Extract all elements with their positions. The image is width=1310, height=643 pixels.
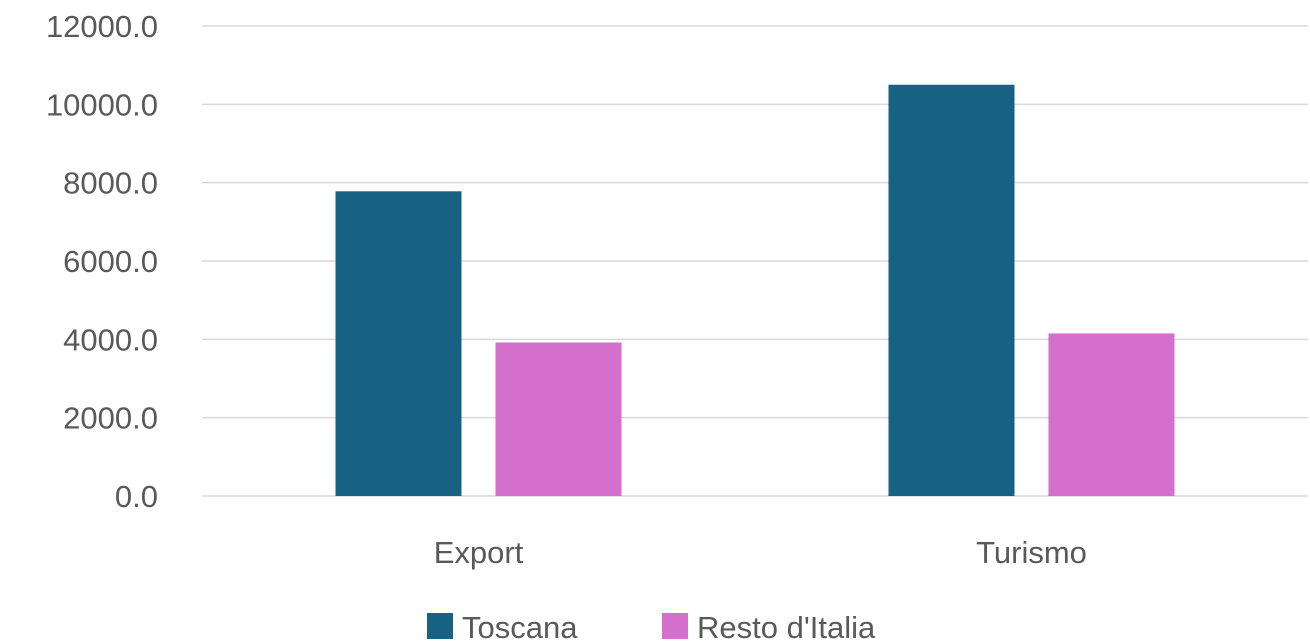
bar-export-toscana [335,191,462,497]
bars [335,84,1175,497]
bar-export-resto-italia [495,342,622,496]
legend: Toscana Resto d'Italia [427,610,876,643]
legend-label: Toscana [462,610,578,643]
y-tick-label: 0.0 [115,479,158,514]
y-axis-tick-labels: 0.0 2000.0 4000.0 6000.0 8000.0 10000.0 12000.… [46,9,158,514]
y-tick-label: 6000.0 [63,244,158,279]
x-axis-category-labels: Export Turismo [434,535,1087,570]
bar-turismo-resto-italia [1048,333,1175,496]
legend-swatch [662,613,688,639]
bar-turismo-toscana [888,84,1015,496]
legend-label: Resto d'Italia [697,610,876,643]
x-category-label: Turismo [976,535,1087,570]
x-category-label: Export [434,535,524,570]
y-tick-label: 2000.0 [63,401,158,436]
y-tick-label: 12000.0 [46,9,158,44]
y-tick-label: 4000.0 [63,322,158,357]
legend-swatch [427,613,453,639]
y-tick-label: 8000.0 [63,166,158,201]
y-tick-label: 10000.0 [46,87,158,122]
